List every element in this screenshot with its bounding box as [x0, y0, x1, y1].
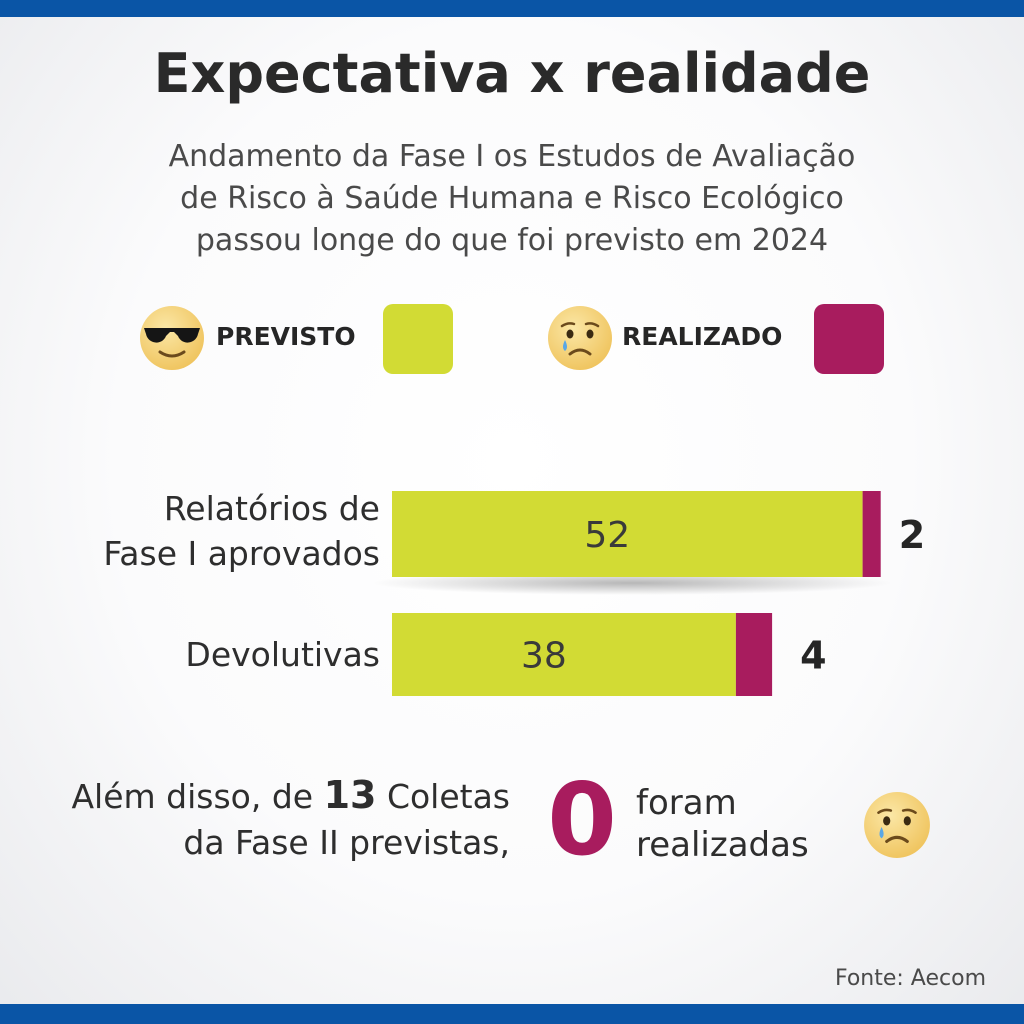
bar-previsto-0 [392, 491, 863, 577]
sunglasses-face-icon [140, 306, 204, 370]
data-label-realizado-1: 4 [800, 634, 826, 678]
legend-realizado-swatch [814, 304, 884, 374]
footer-line-1-suffix: Coletas [376, 777, 510, 816]
bar-shadow [372, 571, 892, 595]
top-accent-band [0, 0, 1024, 17]
subtitle-line-3: passou longe do que foi previsto em 2024 [195, 223, 829, 258]
category-label-devolutivas-line-1: Devolutivas [185, 635, 380, 674]
legend-previsto-label: PREVISTO [216, 322, 356, 351]
legend-realizado-label: REALIZADO [622, 322, 783, 351]
category-label-relatorios-line-2: Fase I aprovados [103, 534, 380, 573]
footer-result: foram realizadas [636, 782, 809, 866]
source-credit: Fonte: Aecom [834, 966, 986, 991]
bottom-accent-band [0, 1004, 1024, 1024]
subtitle: Andamento da Fase I os Estudos de Avalia… [90, 136, 934, 262]
footer-right-line-1: foram [636, 783, 737, 823]
category-label-relatorios: Relatórios de Fase I aprovados [103, 486, 380, 576]
data-label-previsto-0: 52 [584, 515, 630, 556]
subtitle-line-2: de Risco à Saúde Humana e Risco Ecológic… [180, 181, 844, 216]
crying-face-icon [548, 306, 612, 370]
bar-realizado-1 [735, 613, 773, 696]
data-label-previsto-1: 38 [521, 636, 567, 677]
bar-realizado-0 [862, 491, 881, 577]
footer-line-1-prefix: Além disso, de [71, 777, 324, 816]
big-zero-value: 0 [547, 761, 617, 878]
footer-statement: Além disso, de 13 Coletas da Fase II pre… [30, 772, 510, 866]
footer-number-13: 13 [323, 773, 377, 817]
subtitle-line-1: Andamento da Fase I os Estudos de Avalia… [168, 139, 856, 174]
category-label-relatorios-line-1: Relatórios de [163, 489, 380, 528]
crying-face-icon [864, 792, 930, 858]
legend-previsto: PREVISTO [138, 302, 458, 374]
footer-line-2: da Fase II previstas, [183, 823, 510, 862]
category-label-devolutivas: Devolutivas [185, 632, 380, 677]
page-title: Expectativa x realidade [153, 42, 871, 105]
legend-previsto-swatch [383, 304, 453, 374]
legend-realizado: REALIZADO [546, 302, 886, 374]
bar-previsto-1 [392, 613, 736, 696]
data-label-realizado-0: 2 [899, 513, 925, 557]
footer-right-line-2: realizadas [636, 825, 809, 865]
footer-line-1: Além disso, de 13 Coletas [30, 772, 510, 820]
